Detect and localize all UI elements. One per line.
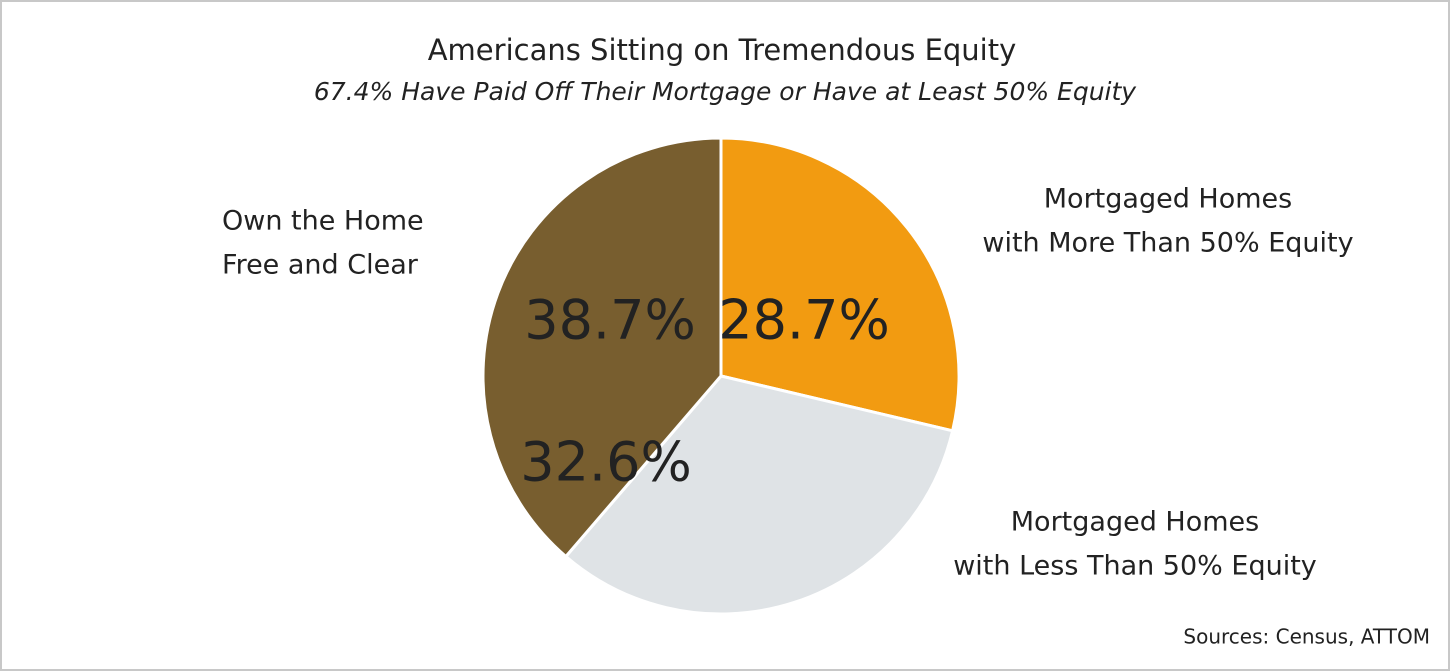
category-label: with More Than 50% Equity [982, 228, 1353, 259]
category-label: with Less Than 50% Equity [953, 551, 1317, 582]
chart-subtitle: 67.4% Have Paid Off Their Mortgage or Ha… [314, 77, 1137, 106]
category-label: Mortgaged Homes [1011, 507, 1259, 538]
chart-title: Americans Sitting on Tremendous Equity [428, 33, 1017, 67]
category-label: Free and Clear [222, 250, 419, 281]
data-label: 38.7% [524, 289, 696, 352]
data-label: 32.6% [520, 431, 692, 494]
data-label: 28.7% [718, 289, 890, 352]
pie-slice [481, 136, 723, 559]
source: Sources: Census, ATTOM [1183, 625, 1430, 649]
category-label: Mortgaged Homes [1044, 184, 1292, 215]
pie-slice [719, 136, 961, 433]
category-label: Own the Home [222, 206, 424, 237]
pie-slice [563, 374, 955, 616]
